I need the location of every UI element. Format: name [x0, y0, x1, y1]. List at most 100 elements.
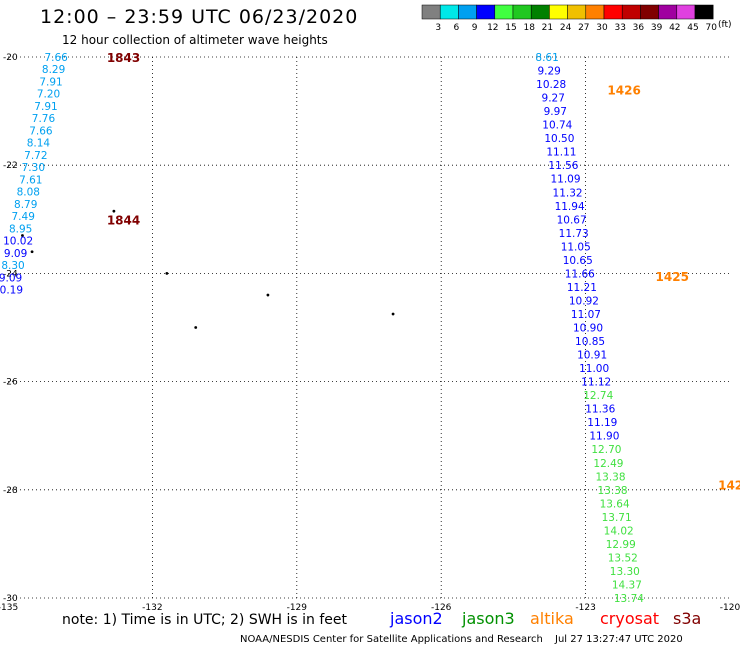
wave-height-label: 8.61	[535, 52, 558, 64]
satellite-jason2: jason2	[390, 609, 443, 628]
wave-height-label: 10.74	[542, 120, 572, 132]
wave-height-label: 10.19	[0, 285, 23, 297]
wave-height-label: 8.95	[9, 223, 32, 235]
island-marker	[30, 250, 34, 254]
time-label: 1843	[107, 51, 140, 65]
satellite-altika: altika	[530, 609, 574, 628]
wave-height-label: 10.90	[573, 323, 603, 335]
wave-height-label: 9.29	[537, 66, 560, 78]
wave-height-label: 11.94	[555, 201, 585, 213]
wave-height-label: 8.30	[1, 260, 24, 272]
island-marker	[112, 209, 116, 213]
wave-height-label: 10.28	[536, 79, 566, 91]
wave-height-label: 8.08	[17, 187, 40, 199]
satellite-s3a: s3a	[673, 609, 702, 628]
wave-height-label: 10.85	[575, 336, 605, 348]
wave-height-label: 7.76	[32, 113, 56, 125]
wave-height-label: 14.02	[604, 525, 634, 537]
scale-label: 42	[669, 23, 680, 33]
y-tick-label: -24	[3, 269, 18, 279]
island-marker	[391, 312, 395, 316]
scale-label: 36	[633, 23, 645, 33]
scale-label: 39	[651, 23, 663, 33]
wave-height-label: 12.49	[593, 458, 623, 470]
scale-label: 33	[614, 23, 625, 33]
wave-height-label: 11.21	[567, 282, 597, 294]
wave-height-chart: -135 -132 -129 -126 -123 -120 -20 -22 -24 -26 -28 -…	[0, 51, 740, 610]
wave-height-label: 11.73	[559, 228, 589, 240]
page-title: 12:00 – 23:59 UTC 06/23/2020	[40, 6, 359, 28]
x-tick-label: -123	[575, 603, 595, 610]
island-marker	[266, 293, 270, 297]
scale-label: 18	[523, 23, 535, 33]
scale-label: 30	[596, 23, 608, 33]
wave-height-label: 11.19	[587, 417, 617, 429]
scale-label: 70	[705, 23, 717, 33]
x-tick-label: -132	[142, 603, 162, 610]
wave-height-label: 9.27	[542, 93, 565, 105]
wave-height-label: 8.29	[42, 64, 65, 76]
wave-height-label: 7.49	[12, 211, 35, 223]
wave-height-label: 10.50	[544, 133, 574, 145]
y-tick-label: -26	[3, 378, 18, 388]
wave-height-label: 9.97	[544, 106, 567, 118]
scale-label: 27	[578, 23, 589, 33]
scale-label: 15	[505, 23, 516, 33]
x-tick-label: -126	[431, 603, 452, 610]
scale-label: 45	[687, 23, 698, 33]
wave-height-label: 7.91	[39, 76, 62, 88]
wave-height-label: 11.66	[565, 268, 595, 280]
wave-height-label: 13.30	[610, 566, 640, 578]
y-tick-label: -22	[3, 161, 18, 171]
x-tick-label: -129	[287, 603, 308, 610]
wave-height-label: 12.70	[591, 444, 621, 456]
wave-height-label: 11.11	[546, 147, 576, 159]
wave-height-label: 11.56	[548, 160, 578, 172]
wave-height-label: 11.00	[579, 363, 609, 375]
scale-label: 21	[542, 23, 553, 33]
island-marker	[194, 326, 198, 329]
time-label: 1426	[607, 83, 640, 97]
x-tick-label: -135	[0, 603, 18, 610]
wave-height-label: 8.79	[14, 199, 37, 211]
wave-height-label: 11.36	[585, 404, 615, 416]
wave-height-label: 7.30	[22, 162, 45, 174]
color-scale-legend: 3 6 9 12 15 18 21 24 27 30 33 36 39 42 45 70	[421, 4, 717, 33]
wave-height-label: 10.91	[577, 350, 607, 362]
footer-note: note: 1) Time is in UTC; 2) SWH is in fe…	[62, 612, 348, 628]
wave-height-label: 11.07	[571, 309, 601, 321]
wave-height-label: 11.90	[589, 431, 619, 443]
wave-height-label: 11.32	[553, 187, 583, 199]
scale-label: 3	[435, 23, 441, 33]
wave-height-label: 7.72	[24, 150, 47, 162]
wave-height-label: 10.02	[3, 236, 33, 248]
wave-height-label: 10.67	[557, 214, 587, 226]
wave-height-label: 13.64	[600, 498, 630, 510]
time-label: 1844	[107, 213, 140, 227]
wave-height-label: 7.20	[37, 89, 60, 101]
wave-height-label: 13.71	[602, 512, 632, 524]
scale-swatch	[694, 4, 714, 20]
wave-height-label: 7.66	[44, 52, 68, 64]
wave-height-label: 13.38	[598, 485, 628, 497]
scale-label: 9	[472, 23, 478, 33]
scale-label: 12	[487, 23, 498, 33]
x-tick-label: -120	[720, 603, 740, 610]
y-tick-label: -28	[3, 486, 18, 496]
wave-height-label: 14.37	[612, 579, 642, 591]
wave-height-label: 9.09	[0, 272, 22, 284]
wave-height-label: 13.52	[608, 552, 638, 564]
island-marker	[165, 272, 169, 275]
y-tick-label: -30	[3, 594, 18, 604]
wave-height-label: 10.92	[569, 295, 599, 307]
wave-height-label: 8.14	[27, 138, 51, 150]
wave-height-label: 13.38	[595, 471, 625, 483]
time-label: 1425	[656, 270, 689, 284]
footer-source: NOAA/NESDIS Center for Satellite Applica…	[240, 634, 543, 645]
wave-height-label: 11.12	[581, 377, 611, 389]
y-tick-label: -20	[3, 53, 18, 63]
time-label: 1424	[718, 478, 740, 492]
island-marker	[21, 234, 24, 237]
wave-height-label: 7.66	[29, 125, 53, 137]
wave-height-label: 13.74	[614, 593, 644, 605]
